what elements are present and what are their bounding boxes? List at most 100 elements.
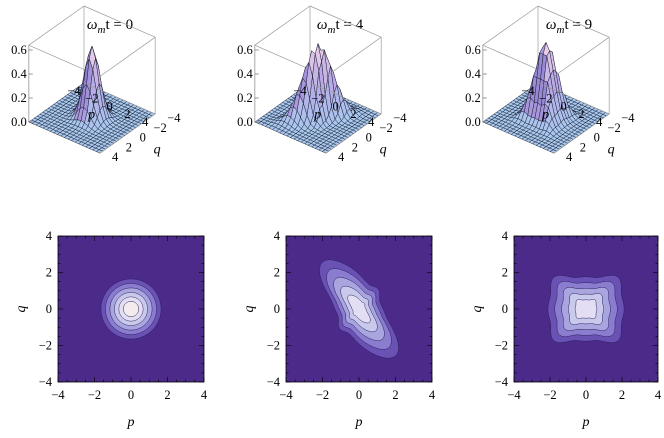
q-tick-label: 0 bbox=[140, 131, 146, 145]
y-tick-label: 2 bbox=[502, 266, 508, 280]
contour-level-5 bbox=[347, 294, 371, 324]
p-tick-label: −2 bbox=[311, 92, 324, 106]
p-axis-label: p bbox=[313, 107, 321, 122]
z-tick-label: 0.0 bbox=[11, 115, 27, 129]
y-axis-label: q bbox=[14, 306, 29, 313]
box-edge bbox=[325, 113, 382, 154]
z-tick-label: 0.2 bbox=[465, 91, 481, 105]
box-edge bbox=[83, 5, 156, 38]
x-tick-label: 2 bbox=[619, 388, 625, 402]
p-tick-label: −2 bbox=[85, 92, 98, 106]
z-tick-label: 0.6 bbox=[465, 43, 481, 57]
p-tick-label: 0 bbox=[106, 99, 112, 113]
box-edge bbox=[553, 36, 610, 77]
z-tick-label: 0.6 bbox=[11, 43, 27, 57]
p-tick-label: 2 bbox=[578, 107, 584, 121]
p-tick-label: −2 bbox=[539, 92, 552, 106]
x-tick-label: −2 bbox=[316, 388, 329, 402]
contour-level-5 bbox=[574, 299, 598, 319]
q-tick-label: 2 bbox=[352, 140, 358, 154]
y-tick-label: −2 bbox=[39, 339, 52, 353]
x-tick-label: −2 bbox=[88, 388, 101, 402]
y-tick-label: 0 bbox=[274, 302, 280, 316]
q-tick-label: 2 bbox=[580, 140, 586, 154]
panel-title-1: ωmt = 0 bbox=[87, 17, 133, 36]
y-tick-label: 4 bbox=[274, 229, 281, 243]
q-tick-label: −2 bbox=[153, 121, 166, 135]
z-tick-label: 0.2 bbox=[237, 91, 253, 105]
box-edge bbox=[309, 5, 382, 38]
x-tick-label: 2 bbox=[164, 388, 170, 402]
z-tick-label: 0.6 bbox=[237, 43, 253, 57]
x-tick-label: −4 bbox=[51, 388, 65, 402]
y-tick-label: 2 bbox=[274, 266, 280, 280]
q-axis-label: q bbox=[154, 143, 161, 158]
box-edge bbox=[83, 82, 156, 115]
x-tick-label: −4 bbox=[279, 388, 293, 402]
q-tick-label: −2 bbox=[607, 121, 620, 135]
p-axis-label: p bbox=[541, 107, 549, 122]
p-tick-label: 2 bbox=[350, 107, 356, 121]
z-tick-label: 0.0 bbox=[237, 115, 253, 129]
q-tick-label: −4 bbox=[167, 111, 181, 125]
q-tick-label: −4 bbox=[621, 111, 635, 125]
q-tick-label: 4 bbox=[112, 150, 119, 164]
box-edge bbox=[553, 113, 610, 154]
z-tick-label: 0.0 bbox=[465, 115, 481, 129]
box-edge bbox=[537, 82, 610, 115]
q-axis-label: q bbox=[608, 143, 615, 158]
y-tick-label: −4 bbox=[495, 375, 509, 389]
x-tick-label: 4 bbox=[655, 388, 662, 402]
q-tick-label: −4 bbox=[393, 111, 407, 125]
x-tick-label: 4 bbox=[201, 388, 208, 402]
y-axis-label: q bbox=[242, 306, 257, 313]
z-tick-label: 0.2 bbox=[11, 91, 27, 105]
x-tick-label: 0 bbox=[128, 388, 134, 402]
contour-level-6 bbox=[123, 301, 139, 317]
q-tick-label: 2 bbox=[126, 140, 132, 154]
contour-plot-2: −4 −2 0 2 4 −4 −2 0 2 4 p q bbox=[242, 229, 436, 430]
y-tick-label: 4 bbox=[502, 229, 509, 243]
y-tick-label: 0 bbox=[502, 302, 508, 316]
z-tick-label: 0.4 bbox=[237, 67, 253, 81]
z-tick-label: 0.4 bbox=[465, 67, 481, 81]
box-edge bbox=[99, 36, 156, 77]
box-edge bbox=[309, 82, 382, 115]
y-tick-label: −4 bbox=[267, 375, 281, 389]
y-tick-label: −2 bbox=[495, 339, 508, 353]
box-edge bbox=[99, 113, 156, 154]
y-axis-label: q bbox=[470, 306, 485, 313]
box-edge bbox=[325, 36, 382, 77]
q-tick-label: 4 bbox=[338, 150, 345, 164]
contour-plot-3: −4 −2 0 2 4 −4 −2 0 2 4 p q bbox=[470, 229, 662, 430]
contour-plot-1: −4 −2 0 2 4 −4 −2 0 2 4 p q bbox=[14, 229, 208, 430]
p-axis-label: p bbox=[87, 107, 95, 122]
p-tick-label: −4 bbox=[521, 84, 535, 98]
y-tick-label: 2 bbox=[46, 266, 52, 280]
y-tick-label: 4 bbox=[46, 229, 53, 243]
x-axis-label: p bbox=[127, 415, 135, 430]
q-tick-label: 4 bbox=[566, 150, 573, 164]
p-tick-label: 4 bbox=[596, 115, 603, 129]
x-axis-label: p bbox=[582, 415, 590, 430]
x-tick-label: 0 bbox=[356, 388, 362, 402]
y-tick-label: −4 bbox=[39, 375, 53, 389]
p-tick-label: 0 bbox=[332, 99, 338, 113]
q-tick-label: 0 bbox=[366, 131, 372, 145]
p-tick-label: 4 bbox=[142, 115, 149, 129]
y-tick-label: −2 bbox=[267, 339, 280, 353]
p-tick-label: −4 bbox=[293, 84, 307, 98]
x-tick-label: 4 bbox=[429, 388, 436, 402]
p-tick-label: 4 bbox=[368, 115, 375, 129]
p-tick-label: −4 bbox=[67, 84, 81, 98]
x-tick-label: −2 bbox=[543, 388, 556, 402]
x-tick-label: 0 bbox=[583, 388, 589, 402]
q-tick-label: −2 bbox=[379, 121, 392, 135]
panel-title-2: ωmt = 4 bbox=[317, 17, 364, 36]
box-edge bbox=[28, 5, 85, 46]
box-edge bbox=[537, 5, 610, 38]
box-edge bbox=[482, 5, 539, 46]
x-tick-label: 2 bbox=[392, 388, 398, 402]
